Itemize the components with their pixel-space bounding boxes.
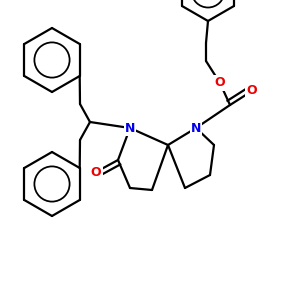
Text: O: O (247, 85, 257, 98)
Text: N: N (125, 122, 135, 134)
Text: O: O (215, 76, 225, 89)
Text: O: O (91, 166, 101, 178)
Text: N: N (191, 122, 201, 134)
